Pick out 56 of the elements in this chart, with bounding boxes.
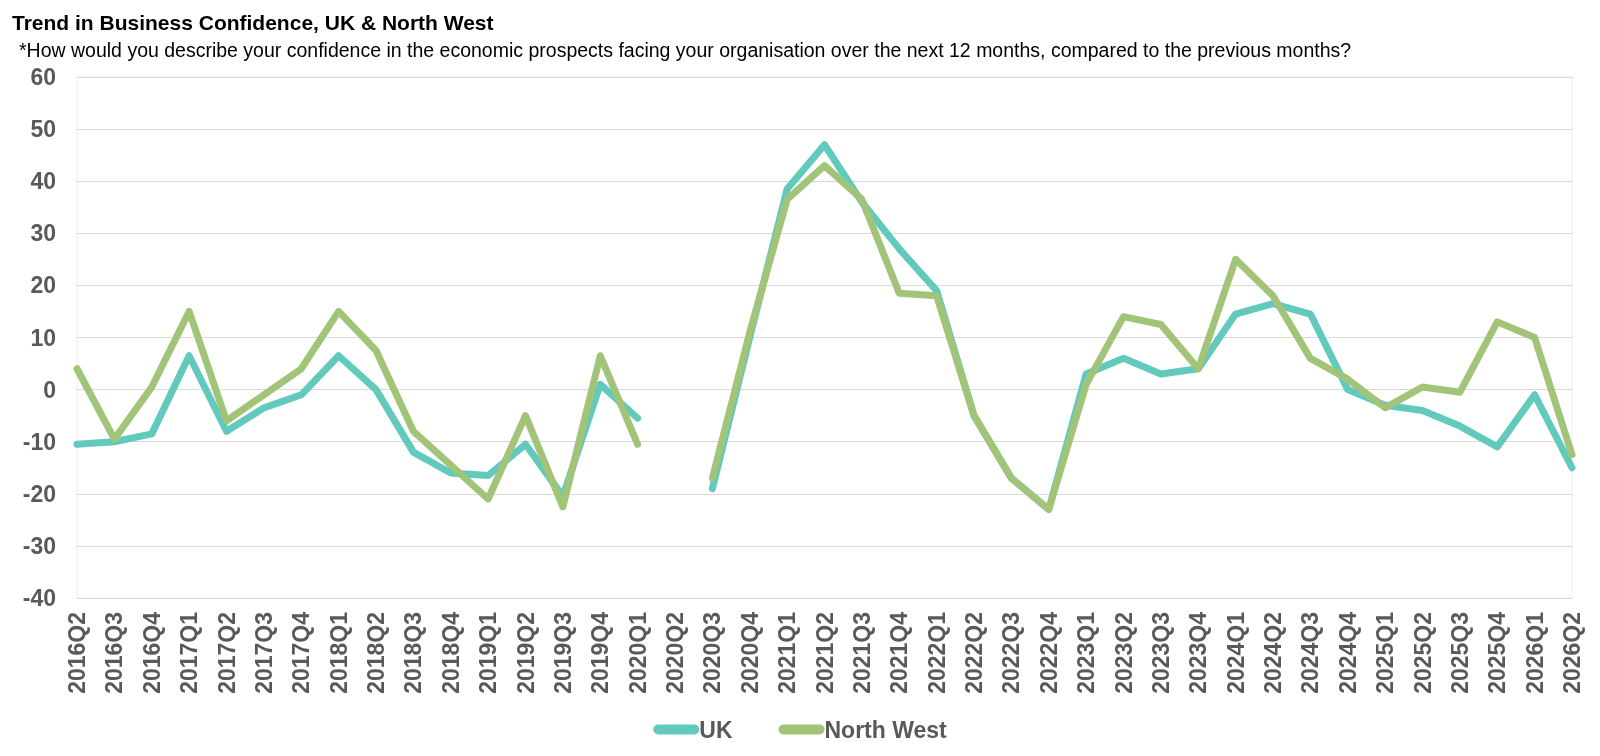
y-tick-label: 10 xyxy=(30,324,56,351)
legend-label: UK xyxy=(699,716,733,743)
y-tick-label: 30 xyxy=(30,220,56,247)
x-tick-label: 2021Q2 xyxy=(811,612,838,694)
y-tick-label: 20 xyxy=(30,272,56,299)
x-tick-label: 2022Q1 xyxy=(923,611,950,694)
x-tick-label: 2023Q2 xyxy=(1110,612,1137,694)
x-tick-label: 2021Q3 xyxy=(848,612,875,694)
x-tick-label: 2017Q1 xyxy=(176,611,203,694)
x-tick-label: 2025Q3 xyxy=(1446,612,1473,694)
y-tick-label: 50 xyxy=(30,116,56,143)
x-tick-label: 2016Q2 xyxy=(64,612,90,694)
y-tick-label: -20 xyxy=(22,480,56,507)
x-tick-label: 2024Q2 xyxy=(1260,612,1286,694)
y-tick-label: -30 xyxy=(22,532,56,559)
chart-subtitle: *How would you describe your confidence in the economic prospects facing your organisation over the next 12 months, compared to the previous months? xyxy=(19,39,1352,61)
x-tick-label: 2024Q1 xyxy=(1222,611,1249,694)
x-tick-label: 2020Q4 xyxy=(736,611,763,694)
x-tick-label: 2018Q4 xyxy=(437,611,464,694)
chart-title: Trend in Business Confidence, UK & North West xyxy=(12,11,494,34)
y-tick-label: 60 xyxy=(30,64,56,90)
x-tick-label: 2019Q4 xyxy=(587,611,614,694)
x-tick-label: 2020Q3 xyxy=(699,612,726,694)
x-tick-label: 2026Q1 xyxy=(1521,611,1548,694)
x-tick-label: 2023Q4 xyxy=(1185,611,1212,694)
y-tick-label: -40 xyxy=(22,585,56,611)
x-tick-label: 2020Q1 xyxy=(624,611,651,694)
x-tick-label: 2018Q1 xyxy=(325,611,352,694)
y-tick-label: 0 xyxy=(43,376,56,403)
x-tick-label: 2016Q3 xyxy=(101,612,128,694)
x-tick-label: 2017Q2 xyxy=(213,612,240,694)
x-tick-label: 2025Q1 xyxy=(1372,611,1399,694)
x-tick-label: 2023Q1 xyxy=(1073,611,1100,694)
x-tick-label: 2019Q1 xyxy=(475,611,502,694)
x-tick-label: 2017Q3 xyxy=(250,612,277,694)
x-tick-label: 2022Q4 xyxy=(1035,611,1062,694)
x-tick-label: 2023Q3 xyxy=(1147,612,1174,694)
x-tick-label: 2026Q2 xyxy=(1559,612,1585,694)
legend-label: North West xyxy=(824,716,948,743)
x-tick-label: 2021Q4 xyxy=(886,611,913,694)
x-tick-label: 2025Q4 xyxy=(1484,611,1511,694)
x-tick-label: 2018Q3 xyxy=(400,612,427,694)
x-tick-label: 2021Q1 xyxy=(774,611,801,694)
x-tick-label: 2017Q4 xyxy=(288,611,315,694)
x-tick-label: 2020Q2 xyxy=(662,612,688,694)
x-tick-label: 2022Q3 xyxy=(998,612,1025,694)
x-tick-label: 2018Q2 xyxy=(363,612,389,694)
y-tick-label: 40 xyxy=(30,168,56,195)
x-tick-label: 2025Q2 xyxy=(1409,612,1436,694)
x-tick-label: 2016Q4 xyxy=(138,611,165,694)
x-tick-label: 2022Q2 xyxy=(961,612,987,694)
x-tick-label: 2019Q3 xyxy=(549,612,576,694)
x-tick-label: 2024Q3 xyxy=(1297,612,1324,694)
x-tick-label: 2019Q2 xyxy=(512,612,539,694)
x-tick-label: 2024Q4 xyxy=(1334,611,1361,694)
y-tick-label: -10 xyxy=(22,428,56,455)
